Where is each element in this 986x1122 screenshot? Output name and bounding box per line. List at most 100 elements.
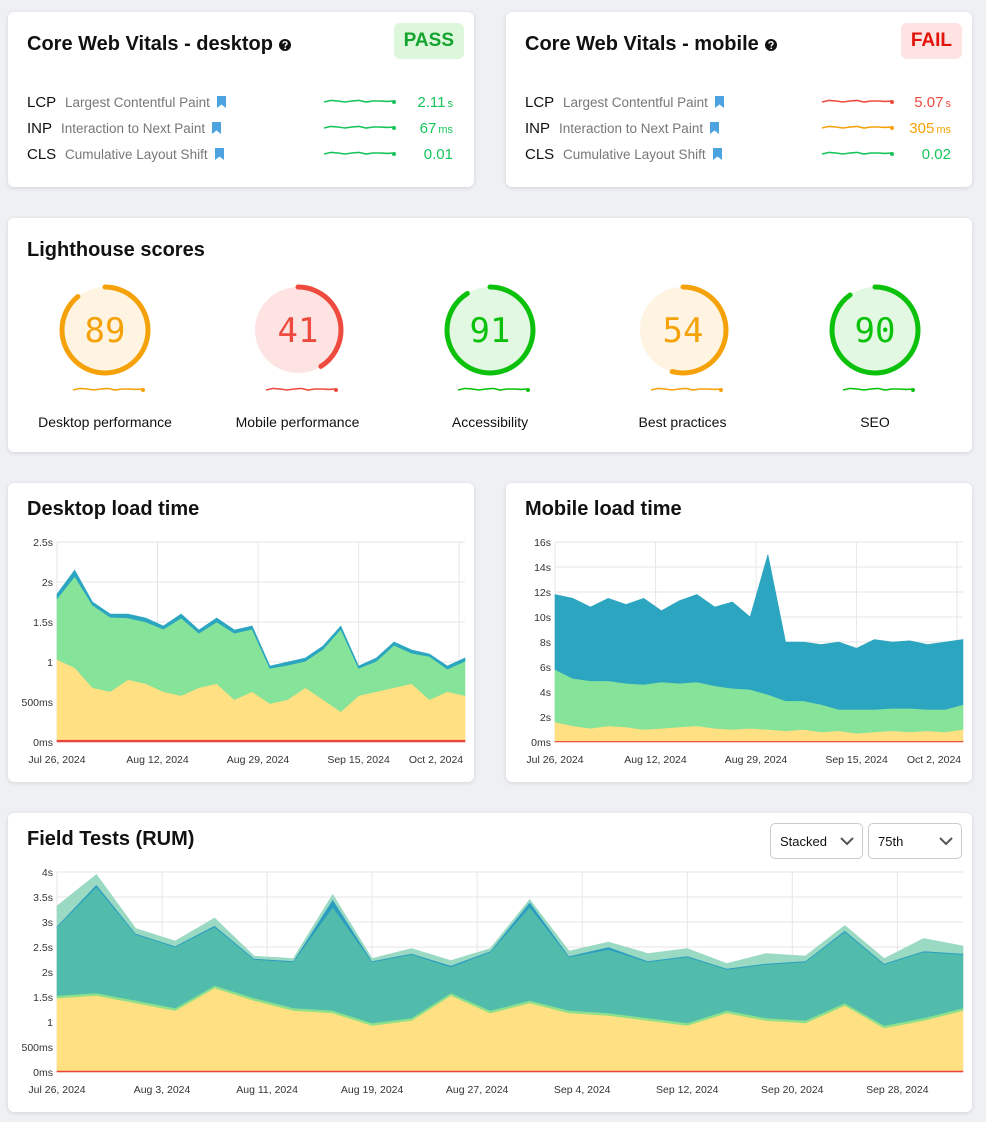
area: [56, 739, 466, 743]
sparkline: [72, 387, 145, 392]
metric-name: Interaction to Next Paint: [61, 121, 206, 136]
dropdown-label: 75th: [878, 834, 904, 849]
bookmark-icon: [217, 96, 226, 108]
sparkline: [457, 387, 530, 392]
x-tick-label: Aug 11, 2024: [236, 1084, 298, 1096]
help-icon-dot: [770, 47, 773, 50]
sparkline-line: [457, 387, 529, 391]
sparkline-line: [821, 151, 893, 155]
score-value: 90: [855, 311, 896, 351]
sparkline: [842, 387, 915, 392]
bookmark-shape: [217, 96, 226, 108]
score-gauge: 89: [59, 284, 151, 376]
gauge-bg: [254, 287, 341, 373]
help-icon: [279, 39, 291, 51]
y-tick-label: 12s: [534, 587, 551, 599]
x-tick-label: Aug 27, 2024: [446, 1084, 509, 1096]
y-tick-label: 2.5s: [33, 537, 53, 549]
bookmark-icon: [713, 148, 722, 160]
metric-value-group: 305 ms: [909, 120, 951, 137]
dropdown[interactable]: Stacked: [770, 823, 863, 859]
bookmark-icon: [715, 96, 724, 108]
bookmark-icon: [212, 122, 221, 134]
card-title: Core Web Vitals - desktop: [27, 33, 273, 55]
metric-value: 5.07: [914, 94, 944, 111]
score-label: Accessibility: [451, 414, 529, 430]
bookmark-icon: [710, 122, 719, 134]
sparkline-line: [842, 387, 914, 391]
chevron: [939, 837, 953, 846]
bookmark-icon: [215, 148, 224, 160]
sparkline-line: [323, 99, 395, 103]
sparkline-dot: [526, 388, 530, 392]
score-value: 54: [662, 311, 703, 351]
sparkline-dot: [333, 388, 338, 392]
y-tick-label: 16s: [534, 537, 551, 549]
x-tick-label: Sep 20, 2024: [761, 1084, 824, 1096]
metric-unit: s: [945, 98, 952, 110]
gauge-bg: [639, 287, 726, 373]
sparkline-line: [323, 151, 395, 155]
chart-title: Mobile load time: [525, 498, 682, 520]
bookmark-shape: [212, 122, 221, 134]
x-tick-label: Jul 26, 2024: [28, 1084, 85, 1096]
x-tick-label: Aug 12, 2024: [126, 754, 189, 766]
sparkline: [323, 99, 396, 104]
sparkline-line: [323, 125, 395, 129]
x-tick-label: Aug 29, 2024: [725, 754, 788, 766]
metric-abbr: LCP: [27, 94, 57, 111]
sparkline-dot: [392, 152, 396, 156]
score-label: Desktop performance: [38, 414, 172, 430]
y-tick-label: 1.5s: [33, 992, 53, 1004]
y-tick-label: 3s: [42, 917, 53, 929]
y-tick-label: 10s: [534, 612, 551, 624]
bookmark-shape: [715, 96, 724, 108]
metric-value-group: 67 ms: [420, 120, 453, 137]
help-icon: [765, 39, 777, 51]
metric-unit: s: [447, 98, 454, 110]
score-gauge: 91: [444, 284, 536, 376]
score-value: 91: [470, 311, 511, 351]
metric-value: 2.11: [417, 94, 446, 111]
metric-name: Cumulative Layout Shift: [65, 147, 208, 162]
dropdown[interactable]: 75th: [868, 823, 962, 859]
metric-abbr: CLS: [27, 146, 57, 163]
card-title: Lighthouse scores: [27, 239, 205, 261]
status-badge: PASS: [393, 23, 464, 59]
gauge-arc: [637, 284, 728, 376]
y-tick-label: 1: [47, 1017, 53, 1029]
sparkline-line: [72, 387, 144, 391]
y-tick-label: 0ms: [531, 737, 551, 749]
vitals-card: Core Web Vitals - mobile FAIL LCP Largest C…: [506, 12, 972, 187]
chevron-icon: [840, 837, 854, 846]
metric-value: 67: [419, 120, 437, 137]
sparkline: [821, 125, 894, 130]
chart: 0ms 2s 4s 6s 8s 10s 12s 14s 16s Jul 26, 2024 Aug 1…: [526, 537, 964, 766]
lighthouse-card: Lighthouse scores 89 Desktop performance 41…: [8, 218, 972, 452]
metric-abbr: INP: [27, 120, 53, 137]
card-title: Core Web Vitals - mobile: [525, 33, 759, 55]
x-tick-label: Oct 2, 2024: [409, 754, 463, 766]
y-tick-label: 1.5s: [33, 617, 53, 629]
x-tick-label: Aug 12, 2024: [624, 754, 687, 766]
score-label: SEO: [860, 414, 890, 430]
sparkline-dot: [890, 126, 894, 130]
sparkline-dot: [911, 388, 915, 392]
chart: 0ms 500ms 1 1.5s 2s 2.5s 3s 3.5s 4s Jul 26, 2024 A…: [21, 867, 964, 1096]
sparkline: [650, 387, 723, 392]
chart-card: Mobile load time 0ms 2s 4s 6s 8s 10s 12s 14s 16s J…: [506, 483, 972, 782]
metric-name: Interaction to Next Paint: [559, 121, 704, 136]
x-tick-label: Sep 15, 2024: [825, 754, 888, 766]
score-label: Mobile performance: [235, 414, 360, 430]
chart-card: Field Tests (RUM) 0ms 500ms 1 1.5s 2s 2.5s 3s 3.…: [8, 813, 972, 1112]
help-icon-glyph: [282, 41, 288, 47]
x-tick-label: Oct 2, 2024: [907, 754, 961, 766]
gauge-arc: [829, 284, 921, 376]
gauge-bg: [62, 287, 148, 373]
y-tick-label: 2s: [42, 967, 53, 979]
bookmark-shape: [713, 148, 722, 160]
score-label: Best practices: [638, 414, 727, 430]
y-tick-label: 14s: [534, 562, 551, 574]
metric-abbr: LCP: [525, 94, 555, 111]
